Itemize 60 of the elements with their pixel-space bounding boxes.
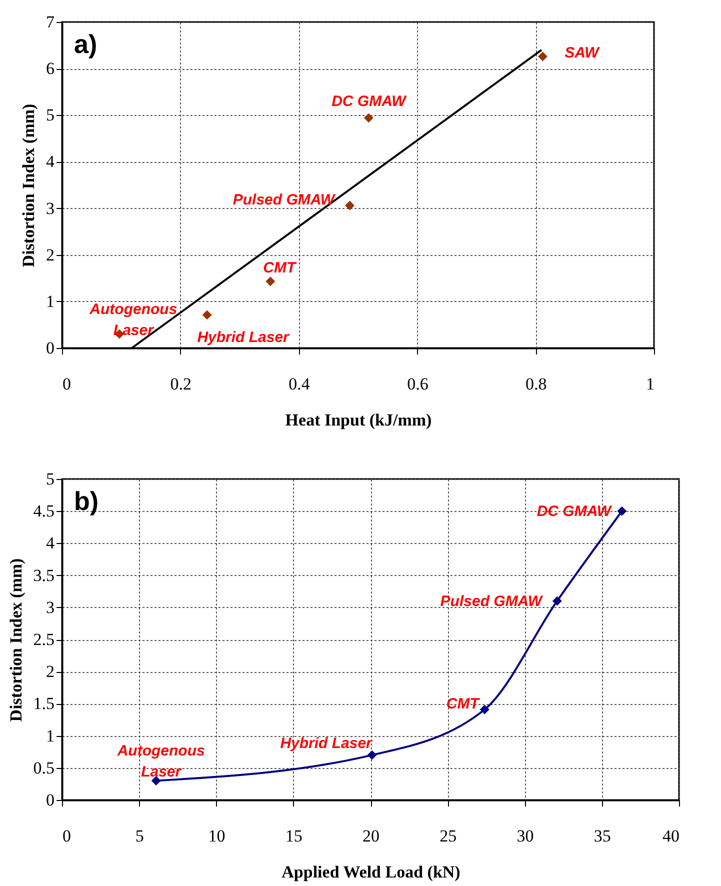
x-tick-label: 30: [516, 826, 534, 846]
chart-title: b): [74, 486, 99, 516]
x-tick-label: 35: [594, 826, 611, 846]
point: [552, 596, 562, 606]
x-tick-label: 5: [135, 826, 144, 846]
annotation: Pulsed GMAW: [232, 191, 336, 208]
y-tick-label: 6: [46, 59, 54, 78]
x-tick-label: 10: [208, 826, 226, 846]
y-tick-label: 4: [46, 534, 55, 553]
annotation: Hybrid Laser: [280, 735, 374, 752]
y-tick-label: 5: [46, 106, 54, 125]
annotation: CMT: [446, 695, 481, 712]
y-tick-label: 3: [46, 598, 54, 617]
x-tick-label: 0.4: [288, 374, 310, 394]
y-tick-label: 2.5: [33, 630, 54, 649]
y-axis-title: Distortion Index (mm): [19, 104, 38, 268]
y-tick-label: 0: [46, 790, 54, 810]
annotation: CMT: [263, 259, 298, 276]
x-axis-title: Applied Weld Load (kN): [282, 862, 460, 882]
point: [364, 113, 374, 123]
y-tick-label: 5: [46, 470, 54, 488]
y-tick-label: 3.5: [33, 566, 54, 585]
x-axis-title: Heat Input (kJ/mm): [285, 410, 432, 430]
annotation: Hybrid Laser: [197, 328, 290, 346]
y-tick-label: 1.5: [33, 694, 54, 714]
y-tick-label: 0: [46, 338, 54, 358]
x-tick-label: 0.6: [407, 374, 428, 394]
point: [266, 276, 276, 286]
y-tick-label: 4.5: [33, 502, 54, 521]
annotation: Autogenous Laser: [88, 301, 178, 340]
annotation: DC GMAW: [536, 503, 613, 520]
annotation: SAW: [564, 44, 601, 62]
y-tick-label: 4: [46, 152, 55, 172]
point: [202, 310, 212, 320]
y-axis-title: Distortion Index (mm): [6, 558, 26, 722]
y-tick-label: 2: [46, 245, 54, 264]
x-tick-label: 0: [62, 374, 71, 394]
y-tick-label: 7: [46, 12, 55, 32]
annotation: Pulsed GMAW: [440, 592, 544, 610]
x-tick-label: 0: [62, 826, 71, 846]
y-tick-label: 3: [46, 198, 54, 218]
point: [617, 506, 627, 516]
annotation: DC GMAW: [332, 92, 408, 110]
point: [480, 704, 490, 714]
x-tick-label: 20: [362, 826, 380, 846]
x-tick-label: 40: [662, 826, 680, 846]
y-tick-label: 1: [46, 726, 54, 746]
point: [538, 52, 548, 62]
y-tick-label: 0.5: [33, 758, 54, 778]
x-tick-label: 15: [285, 826, 302, 846]
x-tick-label: 0.2: [170, 374, 192, 394]
annotation: Autogenous Laser: [116, 742, 205, 781]
chart-title: a): [74, 29, 98, 59]
point: [367, 750, 377, 760]
x-tick-label: 1: [646, 374, 654, 394]
y-tick-label: 1: [46, 292, 54, 311]
x-tick-label: 0.8: [525, 374, 547, 394]
x-tick-label: 25: [440, 826, 457, 846]
y-tick-label: 2: [46, 662, 54, 682]
point: [344, 200, 354, 210]
